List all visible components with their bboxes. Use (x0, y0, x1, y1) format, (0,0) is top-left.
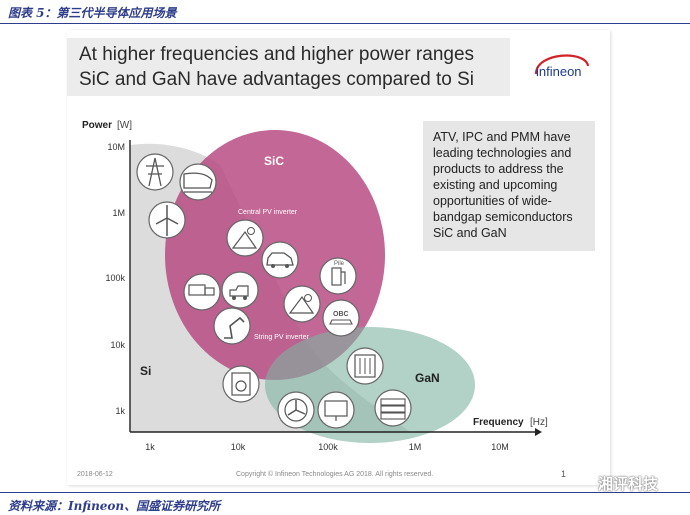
obc-onboard-charger-icon: OBC (322, 299, 360, 337)
train-icon (179, 163, 217, 201)
infineon-logo: infineon (534, 54, 590, 79)
source-caption: 资料来源：Infineon、国盛证券研究所 (8, 499, 221, 513)
si-label: Si (140, 364, 151, 378)
slide-page-number: 1 (561, 469, 567, 479)
y-tick-label: 100k (105, 273, 125, 283)
y-tick-label: 1M (112, 208, 125, 218)
x-tick-label: 1M (409, 442, 422, 452)
power-tower-icon (136, 153, 174, 191)
solar-panel-icon (226, 219, 264, 257)
info-box (423, 121, 595, 251)
y-axis-ticks: 10M 1M 100k 10k 1k (105, 142, 125, 416)
x-axis-arrow (535, 428, 542, 436)
info-line: bandgap semiconductors (433, 210, 573, 224)
server-rack-icon (346, 347, 384, 385)
y-axis-unit: [W] (117, 120, 132, 131)
truck-icon (183, 273, 221, 311)
info-line: ATV, IPC and PMM have (433, 130, 571, 144)
wind-turbine-icon (148, 201, 186, 239)
gan-label: GaN (415, 371, 440, 385)
x-tick-label: 10k (231, 442, 246, 452)
info-line: leading technologies and (433, 146, 572, 160)
x-tick-label: 1k (145, 442, 155, 452)
car-icon (261, 241, 299, 279)
ev-charging-pile-icon: Pile (319, 257, 357, 295)
info-line: products to address the (433, 162, 564, 176)
source-divider (0, 492, 690, 493)
info-line: existing and upcoming (433, 178, 558, 192)
string-inverter-solar-icon (283, 285, 321, 323)
forklift-icon (221, 271, 259, 309)
caption-divider (0, 23, 690, 24)
x-tick-label: 100k (318, 442, 338, 452)
info-line: SiC and GaN (433, 226, 507, 240)
x-tick-label: 10M (491, 442, 509, 452)
slide-title-box (67, 38, 510, 96)
slide-title-line-2: SiC and GaN have advantages compared to … (79, 69, 475, 90)
info-line: opportunities of wide- (433, 194, 552, 208)
x-axis-label: Frequency (473, 417, 524, 428)
obc-label: OBC (333, 311, 349, 318)
slide-copyright: Copyright © Infineon Technologies AG 201… (236, 471, 434, 478)
server-unit-icon (374, 389, 412, 427)
fan-icon (277, 391, 315, 429)
y-tick-label: 1k (115, 406, 125, 416)
x-axis-ticks: 1k 10k 100k 1M 10M (145, 442, 509, 452)
watermark: 湘评科技 (598, 476, 659, 493)
slide-title-line-1: At higher frequencies and higher power r… (79, 44, 475, 65)
string-pv-inverter-label: String PV inverter (254, 334, 310, 341)
robot-arm-icon (213, 307, 251, 345)
logo-text: infineon (536, 64, 582, 79)
slide-date: 2018-06-12 (77, 471, 113, 478)
y-axis-label: Power (82, 120, 112, 131)
pile-label: Pile (334, 261, 345, 267)
y-tick-label: 10M (107, 142, 125, 152)
sic-label: SiC (264, 154, 284, 168)
monitor-icon (317, 391, 355, 429)
figure-caption: 图表 5：第三代半导体应用场景 (8, 6, 177, 20)
gan-region (265, 327, 475, 443)
y-tick-label: 10k (110, 340, 125, 350)
x-axis-unit: [Hz] (530, 417, 548, 428)
washing-machine-icon (222, 365, 260, 403)
central-pv-inverter-label: Central PV inverter (238, 209, 298, 216)
